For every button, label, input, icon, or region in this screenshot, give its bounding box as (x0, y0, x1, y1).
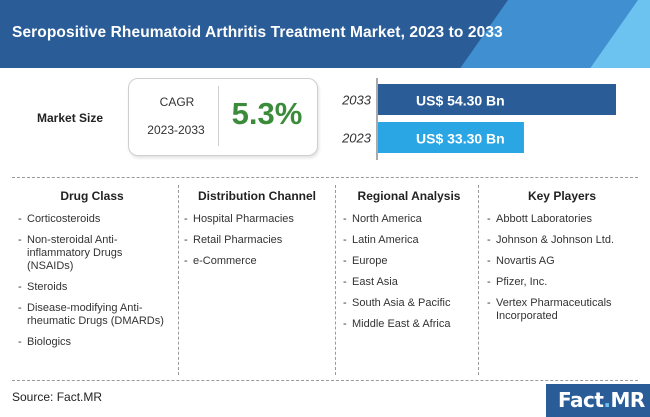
segment-list: Corticosteroids Non-steroidal Anti-inflam… (18, 213, 166, 349)
bar-2033 (378, 84, 616, 115)
logo-text: Fact.MR (558, 388, 645, 412)
segment-separator (178, 185, 179, 375)
segment-item: Latin America (343, 234, 475, 247)
segment-item: Steroids (18, 281, 166, 294)
segment-title: Distribution Channel (198, 189, 316, 203)
segment-item: Middle East & Africa (343, 318, 475, 331)
factmr-logo: Fact.MR (546, 384, 650, 417)
bar-2023 (378, 122, 524, 153)
segment-column: Drug Class Corticosteroids Non-steroidal A… (18, 189, 166, 357)
segment-separator (478, 185, 479, 375)
cagr-divider (218, 86, 219, 146)
category-label: 2023 (341, 131, 372, 146)
section-divider (12, 177, 638, 178)
segment-item: Vertex Pharmaceuticals Incorporated (487, 297, 637, 323)
segment-list: Abbott Laboratories Johnson & Johnson Ltd… (487, 213, 637, 323)
segment-separator (335, 185, 336, 375)
segment-title: Key Players (527, 189, 597, 203)
segment-item: Johnson & Johnson Ltd. (487, 234, 637, 247)
segment-item: Corticosteroids (18, 213, 166, 226)
market-size-label: Market Size (37, 111, 104, 125)
segment-column: Distribution Channel Hospital Pharmacies R… (184, 189, 330, 276)
logo-main: Fact (558, 388, 604, 412)
cagr-value: 5.3% (231, 96, 303, 131)
cagr-box (128, 78, 318, 156)
source-text: Source: Fact.MR (12, 390, 103, 404)
segment-item: Novartis AG (487, 255, 637, 268)
segment-item: Pfizer, Inc. (487, 276, 637, 289)
segment-item: Disease-modifying Anti-rheumatic Drugs (… (18, 302, 166, 328)
segment-title: Drug Class (60, 189, 124, 203)
cagr-years: 2023-2033 (147, 123, 205, 137)
segment-item: North America (343, 213, 475, 226)
segment-list: North America Latin America Europe East Asi… (343, 213, 475, 331)
segment-item: e-Commerce (184, 255, 330, 268)
header-banner: Seropositive Rheumatoid Arthritis Treatm… (0, 0, 650, 68)
logo-end: MR (610, 388, 646, 412)
segment-item: South Asia & Pacific (343, 297, 475, 310)
category-label: 2033 (341, 93, 372, 108)
segment-item: Retail Pharmacies (184, 234, 330, 247)
footer-divider (12, 380, 638, 381)
segment-column: Key Players Abbott Laboratories Johnson & … (487, 189, 637, 331)
segment-list: Hospital Pharmacies Retail Pharmacies e-Co… (184, 213, 330, 268)
segment-item: Non-steroidal Anti-inflammatory Drugs (N… (18, 234, 166, 273)
page-title: Seropositive Rheumatoid Arthritis Treatm… (12, 24, 503, 41)
logo-dot: . (603, 388, 611, 412)
segment-item: Biologics (18, 336, 166, 349)
value-label: US$ 54.30 Bn (416, 93, 505, 109)
segment-item: Hospital Pharmacies (184, 213, 330, 226)
segment-item: East Asia (343, 276, 475, 289)
market-size-bar-chart: 2033 US$ 54.30 Bn 2023 US$ 33.30 Bn (341, 78, 616, 160)
cagr-label: CAGR (159, 95, 195, 109)
segment-column: Regional Analysis North America Latin Amer… (343, 189, 475, 339)
value-label: US$ 33.30 Bn (416, 131, 505, 147)
segment-item: Abbott Laboratories (487, 213, 637, 226)
segment-item: Europe (343, 255, 475, 268)
segment-title: Regional Analysis (357, 189, 461, 203)
